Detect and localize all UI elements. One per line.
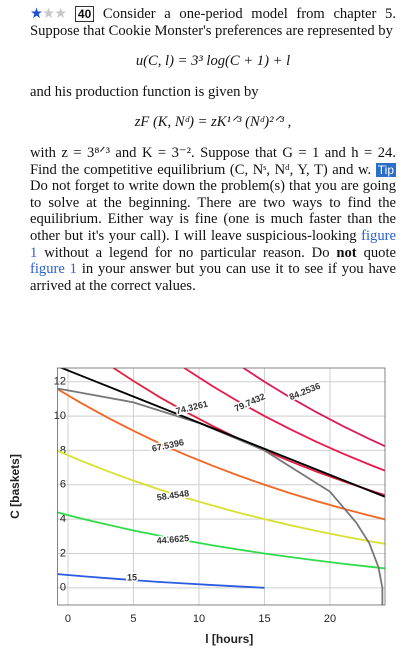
figure-link[interactable]: figure 1: [30, 227, 396, 261]
utility-formula: u(C, l) = 3³ log(C + 1) + l: [135, 53, 291, 70]
problem-number: 40: [74, 6, 95, 22]
plot-frame: [57, 367, 386, 606]
curve: [182, 368, 385, 472]
curve: [57, 388, 385, 521]
y-tick-label: 0: [60, 582, 66, 594]
x-tick-label: 5: [130, 613, 136, 625]
y-tick-label: 4: [60, 513, 66, 525]
x-tick-label: 15: [258, 613, 270, 625]
curve-label: 15: [127, 572, 137, 582]
tip-badge: Tip: [375, 162, 396, 177]
x-tick-label: 10: [193, 613, 205, 625]
body-text: without a legend for no particular reaso…: [37, 244, 337, 261]
difficulty-stars: ★★★: [30, 6, 67, 22]
y-tick-label: 8: [60, 444, 66, 456]
middle-text: and his production function is given by: [30, 83, 259, 100]
body-text: in your answer but you can use it to see…: [30, 261, 396, 294]
curve: [241, 368, 385, 447]
plot-lines: [57, 368, 385, 605]
curve: [57, 511, 385, 570]
figure-link[interactable]: figure 1: [30, 261, 77, 278]
production-formula: zF (K, Nᵈ) = zK¹ᐟ³ (Nᵈ)²ᐟ³ ,: [134, 114, 292, 131]
y-tick-label: 12: [54, 376, 66, 388]
curve-label: 44.6625: [156, 533, 189, 546]
curve: [57, 449, 385, 545]
intro-text: Consider a one-period model from chapter…: [30, 6, 396, 39]
bold-text: not: [336, 244, 357, 261]
body-paragraph: with z = 3⁸ᐟ³ and K = 3⁻². Suppose that …: [30, 145, 396, 294]
y-tick-label: 10: [54, 410, 66, 422]
problem-text: ★★★ 40 Consider a one-period model from …: [30, 6, 396, 294]
curve: [59, 368, 385, 498]
curve: [57, 387, 384, 605]
body-text: quote: [356, 244, 396, 261]
y-tick-label: 2: [60, 547, 66, 559]
intro-paragraph: ★★★ 40 Consider a one-period model from …: [30, 6, 396, 39]
body-text: with z = 3⁸ᐟ³ and K = 3⁻². Suppose that …: [30, 144, 396, 178]
x-tick-label: 20: [324, 613, 336, 625]
curve: [57, 573, 265, 589]
x-axis-label: l [hours]: [205, 632, 253, 646]
y-tick-label: 6: [60, 479, 66, 491]
x-tick-label: 0: [65, 613, 71, 625]
y-axis-label: C [baskets]: [8, 454, 22, 519]
body-text: Do not forget to write down the problem(…: [30, 178, 396, 244]
plot-background: [57, 368, 385, 605]
